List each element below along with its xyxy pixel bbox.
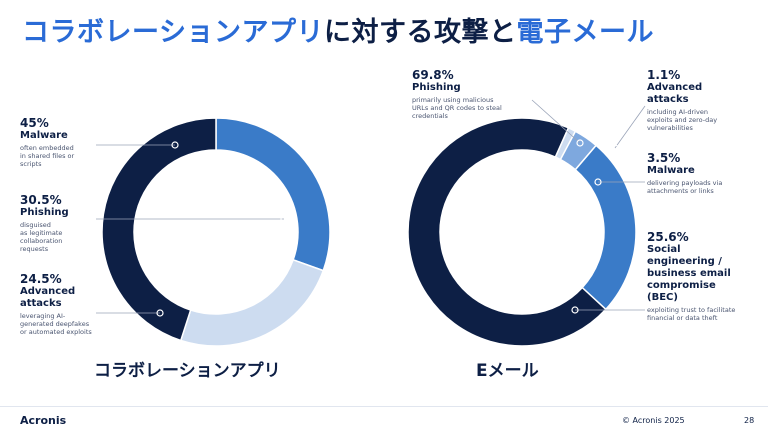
slice-phishing <box>215 117 331 272</box>
title-part-2: に対する攻撃と <box>323 17 517 48</box>
collab-phishing-dot <box>280 215 288 223</box>
page-title: コラボレーションアプリに対する攻撃と電子メール <box>22 10 654 49</box>
slice-desc: disguised as legitimate collaboration re… <box>20 221 63 253</box>
copyright: © Acronis 2025 <box>622 416 685 425</box>
email-donut <box>407 117 637 347</box>
email-label-advanced: 1.1% Advanced attacks including AI-drive… <box>647 68 717 132</box>
collab-chart-title: コラボレーションアプリ <box>94 361 281 381</box>
email-malware-dot <box>594 178 602 186</box>
email-phishing-dot <box>576 139 584 147</box>
slice-percent: 69.8% <box>412 68 454 82</box>
slice-percent: 1.1% <box>647 68 681 82</box>
slice-malware <box>101 117 217 342</box>
slice-advanced <box>179 258 325 347</box>
slice-desc: leveraging AI- generated deepfakes or au… <box>20 312 92 336</box>
slice-name: Social engineering / business email comp… <box>647 244 731 303</box>
email-chart-title: Eメール <box>476 361 539 381</box>
title-part-3: 電子メール <box>516 17 654 48</box>
slice-name: Malware <box>20 130 68 141</box>
email-bec-dot <box>571 306 579 314</box>
email-advanced-dot <box>611 144 619 152</box>
slice-percent: 3.5% <box>647 151 681 165</box>
slice-desc: delivering payloads via attachments or l… <box>647 179 723 195</box>
slice-desc: primarily using malicious URLs and QR co… <box>412 96 502 120</box>
slice-desc: exploiting trust to facilitate financial… <box>647 306 736 322</box>
collab-donut <box>101 117 331 347</box>
slice-name: Phishing <box>20 207 69 218</box>
slice-name: Advanced attacks <box>647 82 703 105</box>
email-label-bec: 25.6% Social engineering / business emai… <box>647 230 735 322</box>
slice-desc: often embedded in shared files or script… <box>20 144 75 168</box>
collab-advanced-dot <box>156 309 164 317</box>
slice-name: Malware <box>647 165 695 176</box>
slice-percent: 45% <box>20 116 49 130</box>
slice-name: Advanced attacks <box>20 286 76 309</box>
collab-label-malware: 45% Malware often embedded in shared fil… <box>20 116 74 168</box>
slice-percent: 24.5% <box>20 272 62 286</box>
email-label-malware: 3.5% Malware delivering payloads via att… <box>647 151 722 195</box>
slice-percent: 30.5% <box>20 193 62 207</box>
slice-name: Phishing <box>412 82 461 93</box>
collab-label-phishing: 30.5% Phishing disguised as legitimate c… <box>20 193 69 253</box>
slice-percent: 25.6% <box>647 230 689 244</box>
collab-malware-dot <box>171 141 179 149</box>
page-number: 28 <box>744 416 755 425</box>
email-phishing-line <box>531 99 581 144</box>
collab-label-advanced: 24.5% Advanced attacks leveraging AI- ge… <box>20 272 92 336</box>
footer-divider <box>0 406 768 407</box>
title-part-1: コラボレーションアプリ <box>22 17 324 48</box>
slice-desc: including AI-driven exploits and zero-da… <box>647 108 718 132</box>
slice-phishing <box>407 117 607 347</box>
email-label-phishing: 69.8% Phishing primarily using malicious… <box>412 68 502 120</box>
acronis-logo: Acronis <box>20 414 67 427</box>
email-advanced-line <box>614 105 646 149</box>
leader-lines <box>96 99 646 317</box>
slice-social <box>574 144 637 311</box>
